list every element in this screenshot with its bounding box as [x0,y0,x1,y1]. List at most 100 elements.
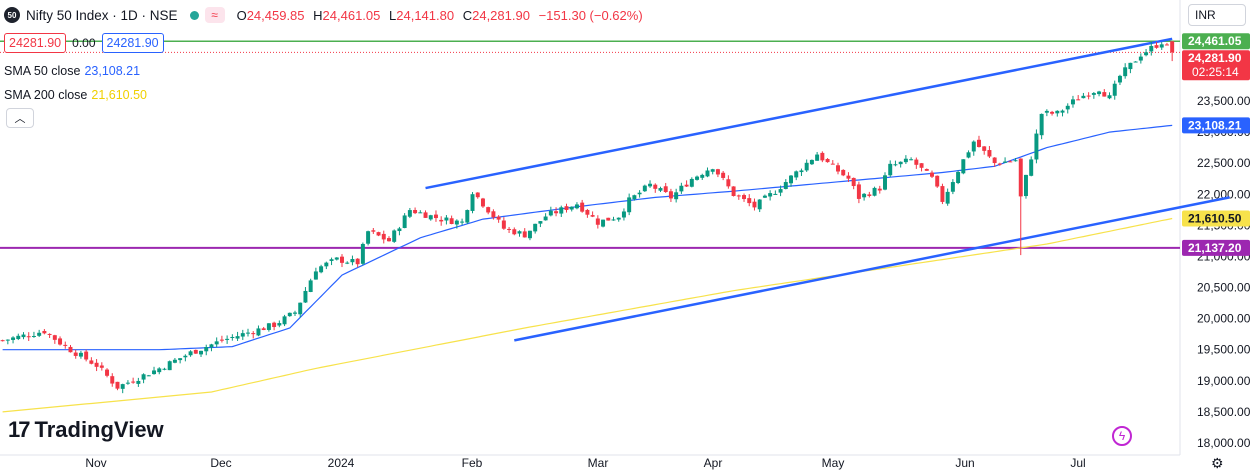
candle-body [627,197,632,213]
candle-body [804,162,809,171]
candle-body [976,139,981,148]
y-tick-label: 22,000.00 [1197,187,1251,201]
candle-body [1055,110,1060,114]
candle-body [595,218,600,225]
candle-body [1112,83,1117,96]
candle-body [820,152,825,161]
candle-body [841,169,846,176]
compare-wave-icon[interactable]: ≈ [204,7,225,23]
candle-body [42,330,47,334]
candle-body [611,219,616,221]
candle-body [78,352,83,357]
candle-body [470,194,475,211]
sma50-line [2,124,1173,351]
candle-body [1086,95,1091,97]
candle-body [1091,93,1096,95]
candle-body [125,382,130,384]
currency-selector[interactable]: INR [1188,4,1246,26]
candle-body [235,336,240,339]
candle-body [585,209,590,215]
gear-icon[interactable]: ⚙ [1211,455,1224,471]
x-tick-label: 2024 [328,456,355,470]
candle-body [945,191,950,204]
candle-body [914,159,919,165]
candle-body [105,369,110,376]
candle-body [930,172,934,177]
candle-body [402,215,407,229]
candle-body [747,198,752,204]
candle-body [1065,105,1070,110]
candle-body [950,182,955,192]
candle-body [987,150,992,157]
candle-body [580,202,585,212]
candle-body [569,206,574,210]
candle-body [277,323,282,326]
candle-body [674,192,679,200]
candle-body [313,271,318,280]
candle-body [418,212,423,214]
y-tick-label: 18,000.00 [1197,436,1251,450]
candle-body [172,359,177,363]
candle-body [261,328,266,331]
candle-body [449,218,454,224]
candle-body [392,230,397,242]
chart-header: 50 Nifty 50 Index · 1D · NSE ≈ O24,459.8… [4,4,648,26]
candle-body [689,178,694,187]
candle-body [444,217,449,221]
candle-body [115,381,120,389]
candle-body [26,336,31,338]
candle-body [256,328,261,336]
candle-body [762,195,767,198]
symbol-title[interactable]: Nifty 50 Index · 1D · NSE [26,7,178,23]
candle-body [752,201,757,208]
candle-body [658,188,663,191]
candle-body [94,362,99,367]
candle-body [606,217,611,221]
sell-price-button[interactable]: 24281.90 [4,33,67,53]
sma200-legend[interactable]: SMA 200 close 21,610.50 [4,88,147,102]
candle-body [971,141,976,152]
y-tick-label: 20,000.00 [1197,312,1251,326]
candle-body [355,258,360,265]
sma50-legend[interactable]: SMA 50 close 23,108.21 [4,64,141,78]
candle-body [454,220,459,225]
candle-body [193,349,198,354]
tradingview-logo[interactable]: 17 TradingView [8,417,164,443]
spread-value: 0.00 [72,36,96,50]
candle-body [872,187,877,196]
candle-body [381,233,386,240]
candle-body [522,231,527,238]
candle-body [21,334,26,338]
candle-body [736,195,741,197]
candle-body [564,206,569,211]
candle-body [757,199,762,210]
candle-body [465,210,470,223]
candle-body [11,337,16,340]
collapse-legend-button[interactable]: ︿ [6,108,34,128]
candle-body [1008,161,1013,163]
candle-body [632,195,637,200]
candle-body [883,175,887,190]
chevron-up-icon: ︿ [14,113,26,125]
candle-body [480,198,485,207]
candle-body [1133,61,1138,63]
buy-price-button[interactable]: 24281.90 [101,33,164,53]
x-tick-label: May [822,456,845,470]
flash-icon[interactable]: ϟ [1112,426,1132,446]
candle-body [637,192,642,195]
candle-body [5,339,10,341]
candle-body [877,188,882,191]
candle-body [1159,44,1164,48]
candle-body [559,207,564,214]
candle-body [183,355,188,358]
candle-body [794,171,799,178]
tradingview-logo-text: TradingView [34,417,164,442]
candle-body [1144,52,1149,56]
candle-body [601,219,606,227]
candle-body [512,229,517,235]
candle-body [825,158,830,163]
candle-body [695,176,700,180]
candle-body [940,186,945,202]
candle-body [460,221,465,223]
